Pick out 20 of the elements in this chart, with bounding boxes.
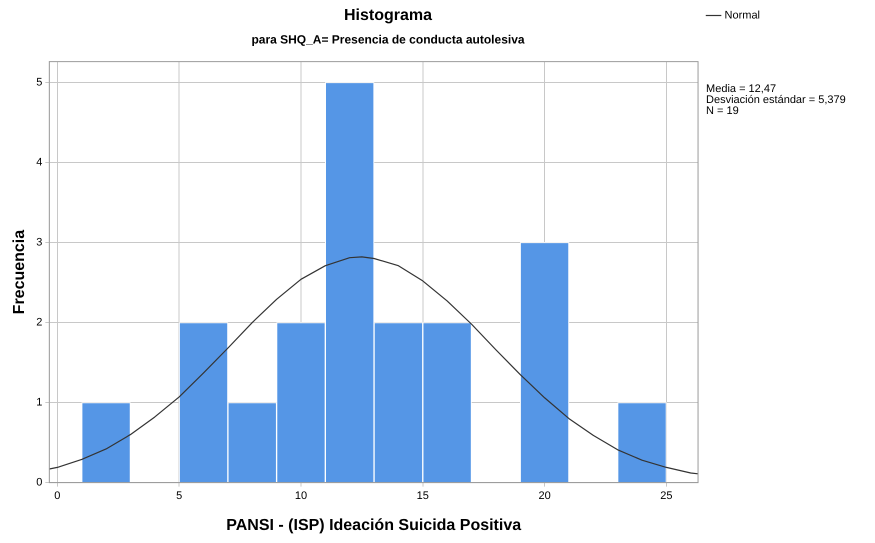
- y-tick-label: 2: [36, 316, 42, 329]
- text: Desviación estándar = 5,379: [706, 94, 846, 106]
- y-tick-label: 3: [36, 236, 42, 249]
- x-tick-label: 5: [176, 490, 182, 502]
- y-tick-label: 4: [36, 156, 42, 168]
- x-tick-label: 15: [416, 490, 429, 502]
- y-tick-label: 1: [36, 396, 42, 409]
- y-tick-label: 5: [36, 76, 42, 88]
- x-tick-label: 25: [660, 490, 673, 502]
- x-axis-title: PANSI - (ISP) Ideación Suicida Positiva: [226, 516, 522, 534]
- y-tick-label: 0: [36, 476, 42, 489]
- y-axis-title: Frecuencia: [11, 230, 28, 314]
- text: N = 19: [706, 105, 739, 118]
- x-tick-label: 20: [538, 490, 551, 502]
- chart-title: Histograma: [344, 7, 432, 24]
- x-tick-label: 10: [294, 490, 308, 502]
- text: Media = 12,47: [706, 83, 776, 96]
- legend-label: Normal: [724, 10, 760, 22]
- x-tick-label: 0: [54, 490, 60, 502]
- chart-subtitle: para SHQ_A= Presencia de conducta autolesiva: [251, 32, 525, 47]
